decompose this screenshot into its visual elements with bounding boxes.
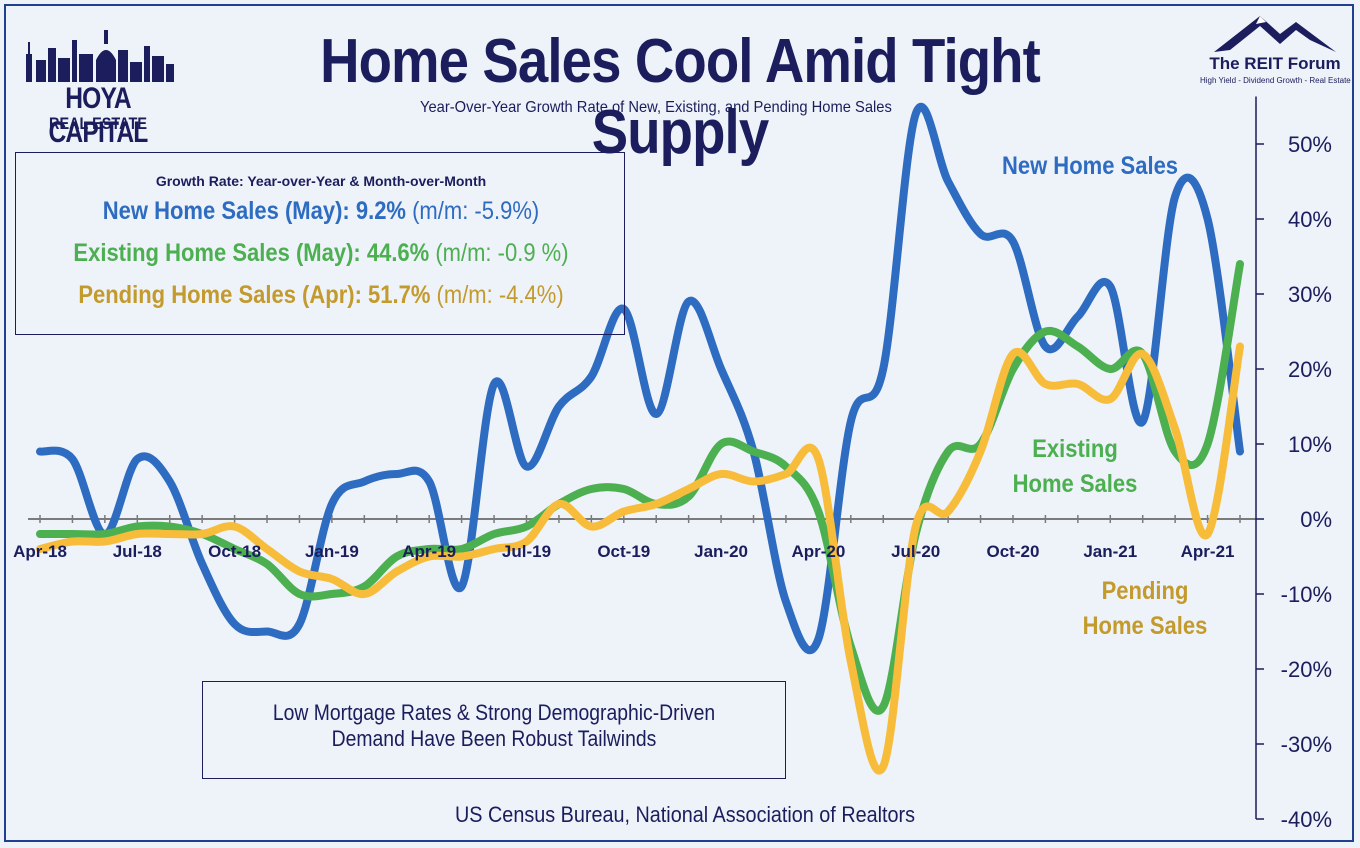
stat-value: 51.7% bbox=[368, 281, 431, 309]
logo-name: The REIT Forum bbox=[1209, 54, 1341, 73]
skyline-icon bbox=[26, 30, 174, 82]
y-tick-label: 50% bbox=[1288, 132, 1332, 157]
x-tick-label: Apr-21 bbox=[1181, 542, 1235, 561]
reit-forum-logo: The REIT Forum High Yield - Dividend Gro… bbox=[1200, 12, 1351, 92]
x-tick-label: Jul-18 bbox=[113, 542, 162, 561]
hoya-capital-logo: HOYA CAPITAL REAL ESTATE bbox=[18, 20, 178, 149]
x-tick-label: Apr-19 bbox=[402, 542, 456, 561]
series-layer bbox=[36, 102, 1244, 775]
x-tick-label: Oct-20 bbox=[987, 542, 1040, 561]
stat-label: Existing Home Sales (May): bbox=[73, 239, 361, 267]
y-tick-label: 30% bbox=[1288, 282, 1332, 307]
label-line: Pending bbox=[1101, 577, 1189, 605]
x-tick-label: Jul-20 bbox=[891, 542, 940, 561]
pending-home-sales-line bbox=[36, 342, 1244, 775]
chart-title: Home Sales Cool Amid Tight Supply bbox=[320, 27, 1041, 167]
growth-rate-box: Growth Rate: Year-over-Year & Month-over… bbox=[15, 152, 625, 335]
annotation-line: Low Mortgage Rates & Strong Demographic-… bbox=[272, 700, 716, 725]
tick-labels: -40% -30% -20% -10% 0% 10% 20% 30% 40% 50% Apr-18 J… bbox=[13, 132, 1332, 832]
y-tick-label: 10% bbox=[1288, 432, 1332, 457]
chart-subtitle: Year-Over-Year Growth Rate of New, Exist… bbox=[420, 99, 892, 116]
stat-mom: (m/m: -4.4%) bbox=[436, 281, 564, 309]
x-tick-label: Jan-21 bbox=[1083, 542, 1137, 561]
new-home-sales-line bbox=[36, 102, 1244, 655]
new-home-sales-stat: New Home Sales (May): 9.2% (m/m: -5.9%) bbox=[53, 197, 590, 226]
existing-home-sales-stat: Existing Home Sales (May): 44.6% (m/m: -… bbox=[53, 239, 590, 268]
y-tick-label: 0% bbox=[1300, 507, 1332, 532]
pending-home-sales-label: Pending Home Sales bbox=[1066, 574, 1224, 644]
stat-mom: (m/m: -5.9%) bbox=[412, 197, 540, 225]
stat-label: New Home Sales (May): bbox=[102, 197, 350, 225]
label-line: Existing bbox=[1032, 435, 1118, 463]
chart-frame bbox=[4, 4, 1354, 842]
x-tick-label: Apr-18 bbox=[13, 542, 67, 561]
y-tick-label: -40% bbox=[1281, 807, 1332, 832]
stat-value: 9.2% bbox=[355, 197, 406, 225]
y-tick-label: 40% bbox=[1288, 207, 1332, 232]
stat-mom: (m/m: -0.9 %) bbox=[435, 239, 569, 267]
annotation-box: Low Mortgage Rates & Strong Demographic-… bbox=[202, 681, 786, 779]
mountain-icon bbox=[1214, 16, 1336, 52]
x-tick-label: Apr-20 bbox=[791, 542, 845, 561]
y-tick-label: -20% bbox=[1281, 657, 1332, 682]
x-tick-label: Oct-18 bbox=[208, 542, 261, 561]
logo-tagline: High Yield - Dividend Growth - Real Esta… bbox=[1200, 76, 1351, 85]
new-home-sales-label: New Home Sales bbox=[1001, 152, 1179, 180]
y-tick-label: -30% bbox=[1281, 732, 1332, 757]
x-tick-label: Jan-19 bbox=[305, 542, 359, 561]
y-tick-label: -10% bbox=[1281, 582, 1332, 607]
growth-box-header: Growth Rate: Year-over-Year & Month-over… bbox=[155, 173, 487, 189]
label-line: Home Sales bbox=[1082, 612, 1208, 640]
existing-home-sales-label: Existing Home Sales bbox=[996, 432, 1154, 502]
pending-home-sales-stat: Pending Home Sales (Apr): 51.7% (m/m: -4… bbox=[53, 281, 590, 310]
x-tick-label: Oct-19 bbox=[597, 542, 650, 561]
x-tick-label: Jan-20 bbox=[694, 542, 748, 561]
label-line: Home Sales bbox=[1012, 470, 1138, 498]
source-note: US Census Bureau, National Association o… bbox=[455, 802, 916, 827]
logo-subname: REAL ESTATE bbox=[49, 114, 147, 133]
stat-value: 44.6% bbox=[366, 239, 430, 267]
x-tick-label: Jul-19 bbox=[502, 542, 551, 561]
logo-name: HOYA CAPITAL bbox=[48, 82, 148, 149]
existing-home-sales-line bbox=[36, 260, 1244, 715]
y-tick-label: 20% bbox=[1288, 357, 1332, 382]
annotation-line: Demand Have Been Robust Tailwinds bbox=[331, 726, 657, 751]
stat-label: Pending Home Sales (Apr): bbox=[78, 281, 362, 309]
